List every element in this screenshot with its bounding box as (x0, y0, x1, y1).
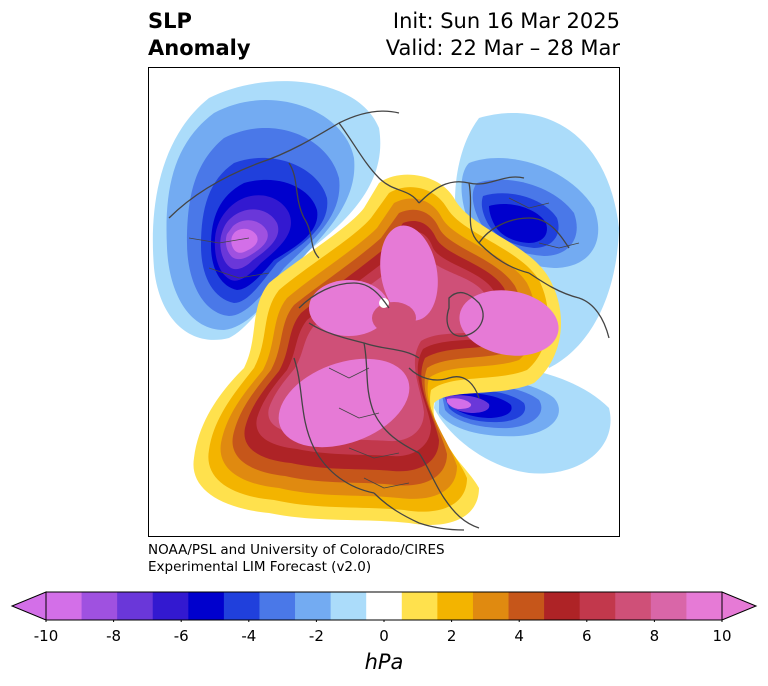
high-core-alaska (309, 280, 389, 336)
colorbar-tick-label: -2 (308, 627, 324, 645)
colorbar-tick-label: 4 (514, 627, 524, 645)
colorbar-swatch (579, 592, 616, 620)
forecast-dates: Init: Sun 16 Mar 2025 Valid: 22 Mar – 28… (386, 8, 620, 62)
colorbar-extend-high (721, 591, 758, 621)
coastline-gulf (373, 492, 465, 531)
coastline-alaska (298, 282, 390, 309)
north-pole-marker (379, 298, 389, 308)
colorbar-tick-label: -6 (173, 627, 189, 645)
colorbar-tick-label: 6 (582, 627, 592, 645)
credit-note: NOAA/PSL and University of Colorado/CIRE… (148, 542, 445, 576)
negative-anomaly-contour (231, 228, 258, 253)
high-core-north-america (278, 358, 410, 448)
colorbar-swatch (259, 592, 296, 620)
coastline-baltic (478, 217, 570, 249)
colorbar-swatch (46, 592, 82, 620)
colorbar-swatch (188, 592, 225, 620)
colorbar-swatch (152, 592, 189, 620)
coastline-labrador (408, 367, 480, 399)
coastline-greenland (446, 291, 484, 337)
coastline-north-america-east (418, 452, 480, 529)
title-line-2: Anomaly (148, 36, 251, 60)
state-borders (328, 367, 410, 489)
colorbar-tick-label: -10 (33, 627, 59, 645)
colorbar-tick-label: -8 (106, 627, 122, 645)
high-bridge (372, 302, 416, 334)
map-title: SLP Anomaly (148, 8, 251, 62)
colorbar-swatch (117, 592, 154, 620)
colorbar-swatch (295, 592, 332, 620)
credit-line-2: Experimental LIM Forecast (v2.0) (148, 559, 372, 575)
coastline-kamchatka (288, 162, 320, 259)
high-core-atlantic (459, 290, 559, 356)
high-core-arctic (380, 225, 438, 321)
colorbar-swatch (472, 592, 509, 620)
colorbar-swatch (223, 592, 260, 620)
title-line-1: SLP (148, 9, 192, 33)
colorbar-tick-label: 8 (649, 627, 660, 645)
colorbar-tick-label: 10 (712, 627, 732, 645)
colorbar-swatch (81, 592, 118, 620)
colorbar-extend-low (10, 591, 47, 621)
colorbar-swatch (330, 592, 367, 620)
colorbar-swatch (615, 592, 652, 620)
init-date: Init: Sun 16 Mar 2025 (392, 9, 620, 33)
colorbar-swatch (650, 592, 687, 620)
anomaly-map (148, 67, 620, 537)
credit-line-1: NOAA/PSL and University of Colorado/CIRE… (148, 542, 445, 558)
coastline-siberia (168, 110, 400, 219)
coastline-arctic-russia (338, 122, 420, 204)
coastline-hudson-bay (363, 342, 420, 454)
negative-anomaly-contour (447, 398, 472, 409)
colorbar-swatch (686, 592, 723, 620)
anomaly-map-canvas (152, 81, 619, 531)
country-borders (188, 197, 580, 279)
colorbar-unit-label: hPa (364, 650, 404, 674)
colorbar-swatch (437, 592, 474, 620)
colorbar (10, 591, 758, 622)
valid-range: Valid: 22 Mar – 28 Mar (385, 36, 620, 60)
colorbar-tick-label: -4 (241, 627, 257, 645)
negative-anomaly-contour (489, 203, 547, 243)
coastline-north-america-west (293, 357, 375, 494)
coastline-mediterranean (528, 272, 610, 339)
colorbar-swatch (508, 592, 545, 620)
colorbar-swatch (401, 592, 438, 620)
colorbar-tick-label: 0 (379, 627, 389, 645)
colorbar-swatch (366, 592, 403, 620)
colorbar-swatch (544, 592, 581, 620)
colorbar-tick-label: 2 (446, 627, 457, 645)
